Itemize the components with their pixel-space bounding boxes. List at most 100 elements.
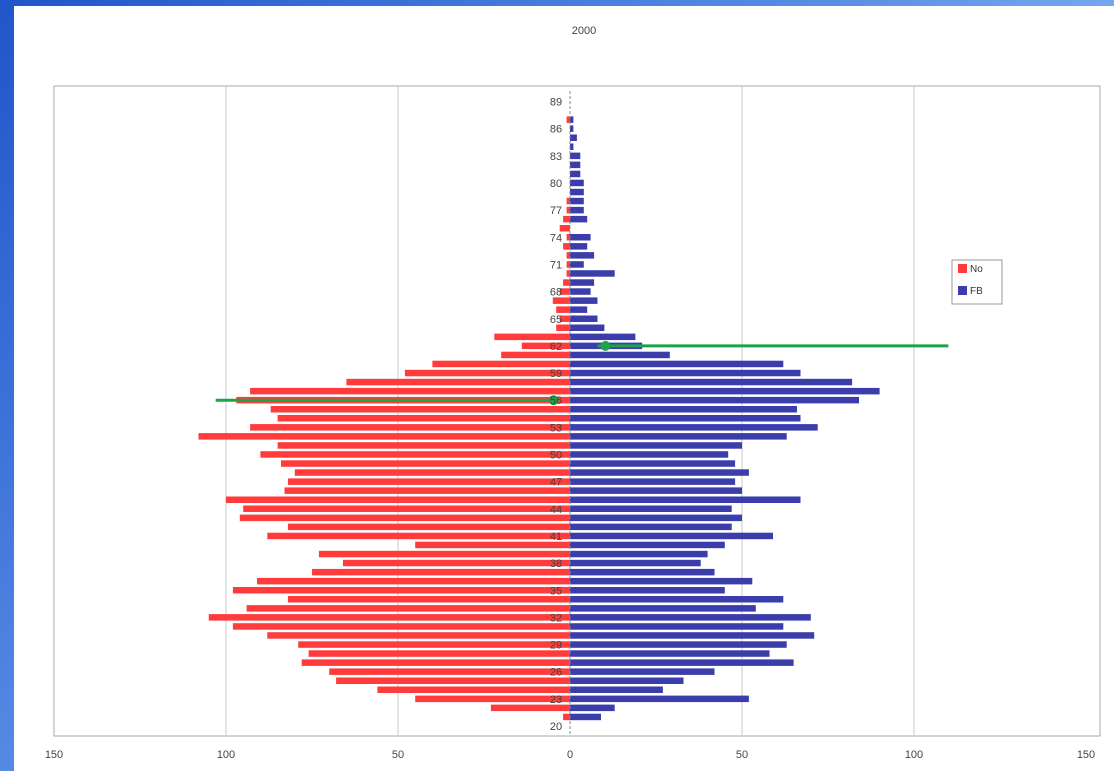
bar-fb-age-25 — [570, 677, 684, 684]
bar-no-age-67 — [552, 297, 570, 304]
bar-no-age-47 — [287, 478, 570, 485]
bar-fb-age-86 — [570, 125, 574, 132]
bar-fb-age-34 — [570, 596, 784, 603]
y-tick-label-44: 44 — [550, 504, 562, 516]
bar-no-age-21 — [563, 713, 570, 721]
y-tick-label-20: 20 — [550, 721, 562, 733]
bar-fb-age-33 — [570, 605, 756, 612]
y-tick-label-35: 35 — [550, 585, 562, 597]
y-tick-labels: 20 23 26 29 32 35 38 41 44 47 50 53 56 59 62 65 68 71 74 77… — [550, 97, 562, 733]
y-tick-label-65: 65 — [550, 314, 562, 326]
bar-fb-age-66 — [570, 306, 588, 313]
bar-no-age-54 — [277, 415, 570, 422]
bar-fb-age-39 — [570, 550, 708, 558]
legend-swatch-no — [958, 264, 967, 273]
y-tick-label-71: 71 — [550, 259, 562, 271]
y-tick-label-77: 77 — [550, 205, 562, 217]
bar-fb-age-81 — [570, 170, 581, 178]
bar-no-age-23 — [415, 695, 570, 703]
bar-no-age-59 — [404, 369, 570, 377]
bar-fb-age-29 — [570, 641, 787, 648]
x-tick-label-6: 150 — [1077, 749, 1095, 761]
y-tick-label-32: 32 — [550, 612, 562, 624]
y-tick-label-56: 56 — [550, 395, 562, 407]
bar-no-age-72 — [566, 252, 570, 259]
bar-fb-age-46 — [570, 487, 742, 494]
bar-fb-age-45 — [570, 496, 801, 503]
bar-fb-age-42 — [570, 523, 732, 531]
x-tick-label-5: 100 — [905, 749, 923, 761]
bar-no-age-51 — [277, 442, 570, 449]
legend-label-no: No — [970, 264, 983, 275]
annotation-dot-0 — [600, 340, 611, 351]
bar-no-age-22 — [490, 704, 570, 712]
bar-fb-age-59 — [570, 369, 801, 377]
bar-fb-age-22 — [570, 704, 615, 712]
bar-fb-age-36 — [570, 577, 753, 585]
y-tick-label-80: 80 — [550, 178, 562, 190]
bar-fb-age-40 — [570, 541, 725, 549]
bar-fb-age-74 — [570, 234, 591, 241]
bar-fb-age-38 — [570, 559, 701, 567]
bar-fb-age-55 — [570, 406, 797, 413]
y-tick-label-23: 23 — [550, 694, 562, 706]
bar-no-age-29 — [298, 641, 570, 648]
bar-no-age-27 — [301, 659, 570, 666]
x-tick-label-4: 50 — [736, 749, 748, 761]
y-tick-label-89: 89 — [550, 97, 562, 109]
bar-no-age-78 — [566, 197, 570, 205]
bar-fb-age-68 — [570, 288, 591, 295]
bar-fb-age-37 — [570, 568, 715, 576]
y-tick-label-62: 62 — [550, 341, 562, 353]
x-tick-labels: 150 100 50 0 50 100 150 — [45, 749, 1095, 761]
bar-fb-age-47 — [570, 478, 736, 485]
bar-fb-age-67 — [570, 297, 598, 304]
bar-no-age-30 — [267, 632, 570, 639]
bar-no-age-74 — [566, 234, 570, 241]
bar-no-age-38 — [343, 559, 570, 567]
bar-fb-age-21 — [570, 713, 601, 721]
bar-no-age-64 — [556, 324, 570, 331]
bar-fb-age-73 — [570, 243, 588, 250]
y-tick-label-83: 83 — [550, 151, 562, 163]
bar-fb-age-82 — [570, 161, 581, 169]
bar-no-age-43 — [239, 514, 571, 522]
bar-fb-age-87 — [570, 116, 574, 123]
bar-no-age-46 — [284, 487, 570, 494]
bar-no-age-63 — [494, 333, 570, 341]
bar-fb-age-32 — [570, 614, 811, 621]
x-tick-label-2: 50 — [392, 749, 404, 761]
y-tick-label-41: 41 — [550, 531, 562, 543]
y-tick-label-29: 29 — [550, 640, 562, 652]
bar-fb-age-83 — [570, 152, 581, 160]
y-tick-label-47: 47 — [550, 477, 562, 489]
bar-fb-age-26 — [570, 668, 715, 675]
bar-no-age-77 — [566, 206, 570, 214]
bar-no-age-33 — [246, 605, 570, 612]
bar-fb-age-48 — [570, 469, 749, 476]
bar-no-age-50 — [260, 451, 570, 458]
bar-no-age-26 — [329, 668, 570, 675]
bar-no-age-68 — [559, 288, 570, 295]
bar-no-age-87 — [566, 116, 570, 123]
bar-no-age-53 — [250, 424, 570, 431]
bar-fb-age-58 — [570, 378, 853, 386]
bar-fb-age-23 — [570, 695, 749, 703]
bar-fb-age-78 — [570, 197, 584, 205]
bar-fb-age-49 — [570, 460, 736, 467]
bar-fb-age-24 — [570, 686, 663, 693]
bar-fb-age-84 — [570, 143, 574, 150]
bar-no-age-24 — [377, 686, 570, 693]
bar-fb-age-43 — [570, 514, 742, 522]
x-tick-label-0: 150 — [45, 749, 63, 761]
bar-fb-age-31 — [570, 623, 784, 630]
bar-no-age-66 — [556, 306, 570, 313]
bar-no-age-40 — [415, 541, 570, 549]
bar-no-age-34 — [287, 596, 570, 603]
bar-no-age-31 — [232, 623, 570, 630]
bar-no-age-76 — [563, 215, 570, 223]
bar-no-age-42 — [287, 523, 570, 531]
bar-fb-age-44 — [570, 505, 732, 512]
bar-fb-age-50 — [570, 451, 729, 458]
bar-fb-age-56 — [570, 396, 859, 404]
